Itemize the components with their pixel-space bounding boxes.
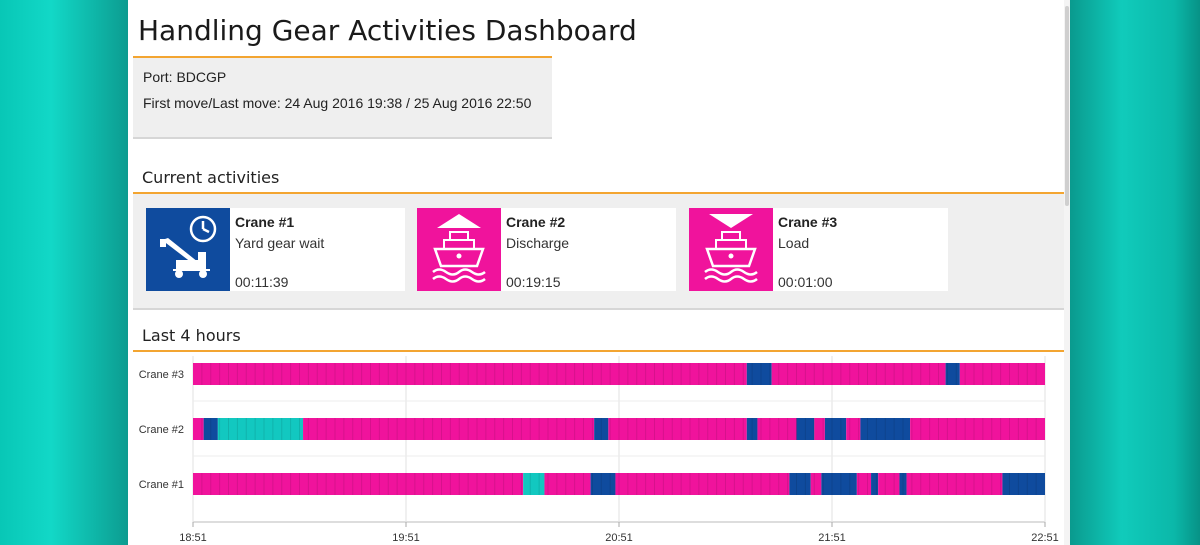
activity-card-crane-3[interactable]: Crane #3 Load 00:01:00	[689, 208, 948, 291]
x-tick-label: 21:51	[818, 532, 846, 544]
x-tick-label: 18:51	[179, 532, 207, 544]
timeline-segment-load	[810, 473, 822, 495]
card-elapsed-time: 00:01:00	[778, 274, 833, 290]
timeline-segment-load	[757, 418, 797, 440]
timeline-segment-load	[771, 363, 946, 385]
card-crane-name: Crane #2	[506, 214, 566, 230]
x-tick-label: 20:51	[605, 532, 633, 544]
timeline-segment-load	[615, 473, 790, 495]
timeline-segment-wait	[821, 473, 857, 495]
timeline-segment-load	[959, 363, 1045, 385]
card-elapsed-time: 00:19:15	[506, 274, 561, 290]
timeline-segment-wait	[871, 473, 879, 495]
current-activities-divider	[133, 192, 1064, 194]
timeline-segment-load	[544, 473, 591, 495]
timeline-segment-wait	[789, 473, 811, 495]
load-ship-icon	[689, 208, 773, 291]
y-tick-label: Crane #3	[139, 369, 184, 381]
page-title: Handling Gear Activities Dashboard	[138, 14, 637, 47]
card-activity: Discharge	[506, 235, 570, 251]
timeline-segment-wait	[796, 418, 815, 440]
y-tick-label: Crane #1	[139, 479, 184, 491]
timeline-svg: 18:51 19:51 20:51 21:51 22:51 Crane #3 Crane #…	[139, 356, 1059, 544]
timeline-segment-wait	[860, 418, 911, 440]
background-left	[0, 0, 128, 545]
timeline-segment-wait	[899, 473, 907, 495]
current-activities-heading: Current activities	[142, 168, 280, 187]
port-info-box: Port: BDCGP First move/Last move: 24 Aug…	[133, 56, 552, 139]
timeline-segment-wait	[746, 363, 772, 385]
timeline-segment-load	[878, 473, 900, 495]
yard-gear-wait-icon	[146, 208, 230, 291]
scrollbar[interactable]	[1064, 0, 1070, 545]
timeline-segment-load	[193, 473, 524, 495]
y-tick-label: Crane #2	[139, 424, 184, 436]
timeline-segment-wait	[590, 473, 616, 495]
timeline-segment-load	[608, 418, 747, 440]
card-activity: Load	[778, 235, 810, 251]
scrollbar-thumb[interactable]	[1065, 6, 1069, 206]
timeline-segment-load	[193, 418, 204, 440]
timeline-segment-wait	[1002, 473, 1045, 495]
timeline-segment-wait	[746, 418, 758, 440]
last-4-hours-heading: Last 4 hours	[142, 326, 241, 345]
timeline-segment-load	[906, 473, 1003, 495]
timeline-segment-load	[846, 418, 861, 440]
activity-card-crane-1[interactable]: Crane #1 Yard gear wait 00:11:39	[146, 208, 405, 291]
card-elapsed-time: 00:11:39	[235, 274, 289, 290]
dashboard-page: Handling Gear Activities Dashboard Port:…	[128, 0, 1070, 545]
card-crane-name: Crane #1	[235, 214, 295, 230]
timeline-segment-load	[193, 363, 747, 385]
port-label: Port: BDCGP	[143, 69, 227, 85]
activity-card-crane-2[interactable]: Crane #2 Discharge 00:19:15	[417, 208, 676, 291]
moves-label: First move/Last move: 24 Aug 2016 19:38 …	[143, 95, 532, 111]
timeline-segment-idle	[217, 418, 304, 440]
x-tick-label: 19:51	[392, 532, 420, 544]
timeline-segment-wait	[203, 418, 218, 440]
activity-timeline-chart: 18:51 19:51 20:51 21:51 22:51 Crane #3 Crane #…	[133, 352, 1064, 545]
card-activity: Yard gear wait	[235, 235, 325, 251]
timeline-segment-load	[303, 418, 595, 440]
timeline-segment-load	[814, 418, 825, 440]
timeline-segment-load	[910, 418, 1045, 440]
timeline-segment-wait	[945, 363, 960, 385]
timeline-segment-load	[856, 473, 872, 495]
current-activities-panel: Crane #1 Yard gear wait 00:11:39 Crane #…	[133, 194, 1064, 310]
timeline-segment-wait	[594, 418, 609, 440]
discharge-ship-icon	[417, 208, 501, 291]
card-crane-name: Crane #3	[778, 214, 838, 230]
timeline-segment-wait	[824, 418, 847, 440]
last-4-hours-divider	[133, 350, 1064, 352]
x-tick-label: 22:51	[1031, 532, 1059, 544]
timeline-segment-idle	[523, 473, 545, 495]
background-right	[1070, 0, 1200, 545]
